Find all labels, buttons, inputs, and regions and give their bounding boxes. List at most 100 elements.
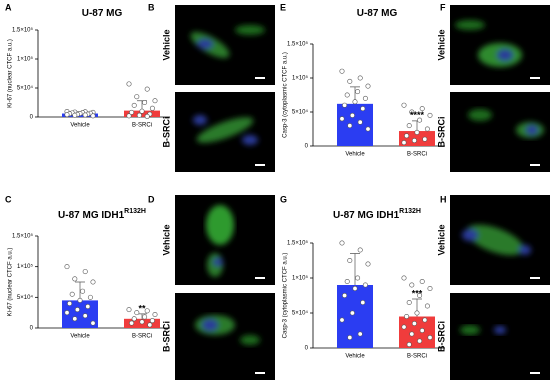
y-tick-label: 1.5×10⁵ — [287, 41, 309, 48]
microscopy-images — [175, 5, 550, 380]
data-point — [64, 264, 70, 270]
title-text: U-87 MG — [82, 8, 123, 19]
data-point — [357, 247, 363, 253]
y-axis-label: Casp-3 (cytoplasmic CTCF a.u.) — [283, 52, 289, 138]
data-point — [424, 303, 430, 309]
data-point — [357, 75, 363, 81]
image-label: B-SRCi — [436, 117, 446, 148]
data-point — [72, 316, 78, 322]
data-point — [427, 112, 433, 118]
y-tick-label: 1.5×10⁵ — [287, 240, 309, 247]
data-point — [344, 278, 350, 284]
data-point — [74, 307, 80, 313]
y-tick-label: 1.5×10⁵ — [12, 233, 34, 240]
title-superscript: R132H — [124, 208, 146, 215]
y-tick-label: 5×10⁴ — [292, 109, 309, 116]
data-point — [419, 278, 425, 284]
data-point — [69, 291, 75, 297]
data-point — [355, 275, 361, 281]
x-tick-label: B-SRCi — [132, 334, 152, 340]
image-label: Vehicle — [436, 29, 446, 60]
data-point — [409, 109, 415, 115]
data-point — [360, 106, 366, 112]
data-point — [427, 334, 433, 340]
title-text: U-87 MG — [357, 8, 398, 19]
data-point — [347, 334, 353, 340]
data-point — [401, 275, 407, 281]
image-label: B-SRCi — [161, 117, 171, 148]
bar — [124, 110, 160, 117]
data-point — [417, 292, 423, 298]
y-tick-label: 0 — [305, 346, 309, 352]
panel-letter: E — [280, 2, 286, 12]
data-point — [339, 116, 345, 122]
data-point — [139, 108, 145, 114]
y-tick-label: 5×10⁴ — [17, 85, 34, 92]
data-point — [344, 92, 350, 98]
data-point — [347, 257, 353, 263]
panel-letter: C — [5, 194, 12, 204]
data-point — [77, 297, 83, 303]
x-tick-label: Vehicle — [70, 123, 90, 129]
data-point — [406, 299, 412, 305]
data-point — [406, 341, 412, 347]
data-point — [129, 320, 135, 326]
chart-title: U-87 MG IDH1R132H — [333, 208, 421, 221]
panel-letter: B — [148, 2, 155, 12]
data-point — [87, 294, 93, 300]
y-tick-label: 0 — [30, 115, 34, 121]
data-point — [349, 310, 355, 316]
data-point — [365, 83, 371, 89]
title-superscript: R132H — [399, 208, 421, 215]
data-point — [82, 112, 88, 118]
error-bar — [350, 253, 360, 285]
y-tick-label: 5×10⁴ — [292, 310, 309, 317]
data-point — [131, 102, 137, 108]
data-point — [149, 105, 155, 111]
data-point — [64, 310, 70, 316]
panel-letter: D — [148, 194, 155, 204]
data-point — [129, 109, 135, 115]
x-tick-label: B-SRCi — [132, 123, 152, 129]
significance: ** — [138, 303, 146, 313]
image-label: B-SRCi — [436, 321, 446, 352]
data-point — [152, 312, 158, 318]
panel-letter: F — [440, 2, 446, 12]
data-point — [409, 282, 415, 288]
y-tick-label: 1×10⁵ — [17, 56, 34, 63]
data-point — [409, 331, 415, 337]
data-point — [139, 319, 145, 325]
data-point — [82, 269, 88, 275]
data-point — [349, 112, 355, 118]
data-point — [339, 68, 345, 74]
y-tick-label: 0 — [305, 144, 309, 150]
data-point — [414, 310, 420, 316]
data-point — [134, 310, 140, 316]
data-point — [414, 129, 420, 135]
data-point — [90, 113, 96, 119]
y-tick-label: 1×10⁵ — [17, 263, 34, 270]
panel-letter: H — [440, 194, 447, 204]
data-point — [422, 317, 428, 323]
image-label: B-SRCi — [161, 321, 171, 352]
data-point — [134, 94, 140, 100]
data-point — [419, 106, 425, 112]
data-point — [90, 279, 96, 285]
data-point — [411, 138, 417, 144]
data-point — [357, 331, 363, 337]
data-point — [417, 338, 423, 344]
image-label: Vehicle — [161, 29, 171, 60]
y-axis-label: Ki-67 (nuclear CTCF a.u.) — [8, 39, 14, 108]
y-tick-label: 0 — [30, 326, 34, 332]
data-point — [422, 136, 428, 142]
data-point — [80, 288, 86, 294]
x-tick-label: B-SRCi — [407, 354, 427, 360]
data-point — [126, 113, 132, 119]
data-point — [144, 86, 150, 92]
x-tick-label: Vehicle — [345, 152, 365, 158]
chart-title: U-87 MG — [82, 8, 123, 19]
y-axis-label: Ki-67 (nuclear CTCF a.u.) — [8, 248, 14, 317]
data-point — [411, 320, 417, 326]
data-point — [90, 320, 96, 326]
data-point — [401, 140, 407, 146]
